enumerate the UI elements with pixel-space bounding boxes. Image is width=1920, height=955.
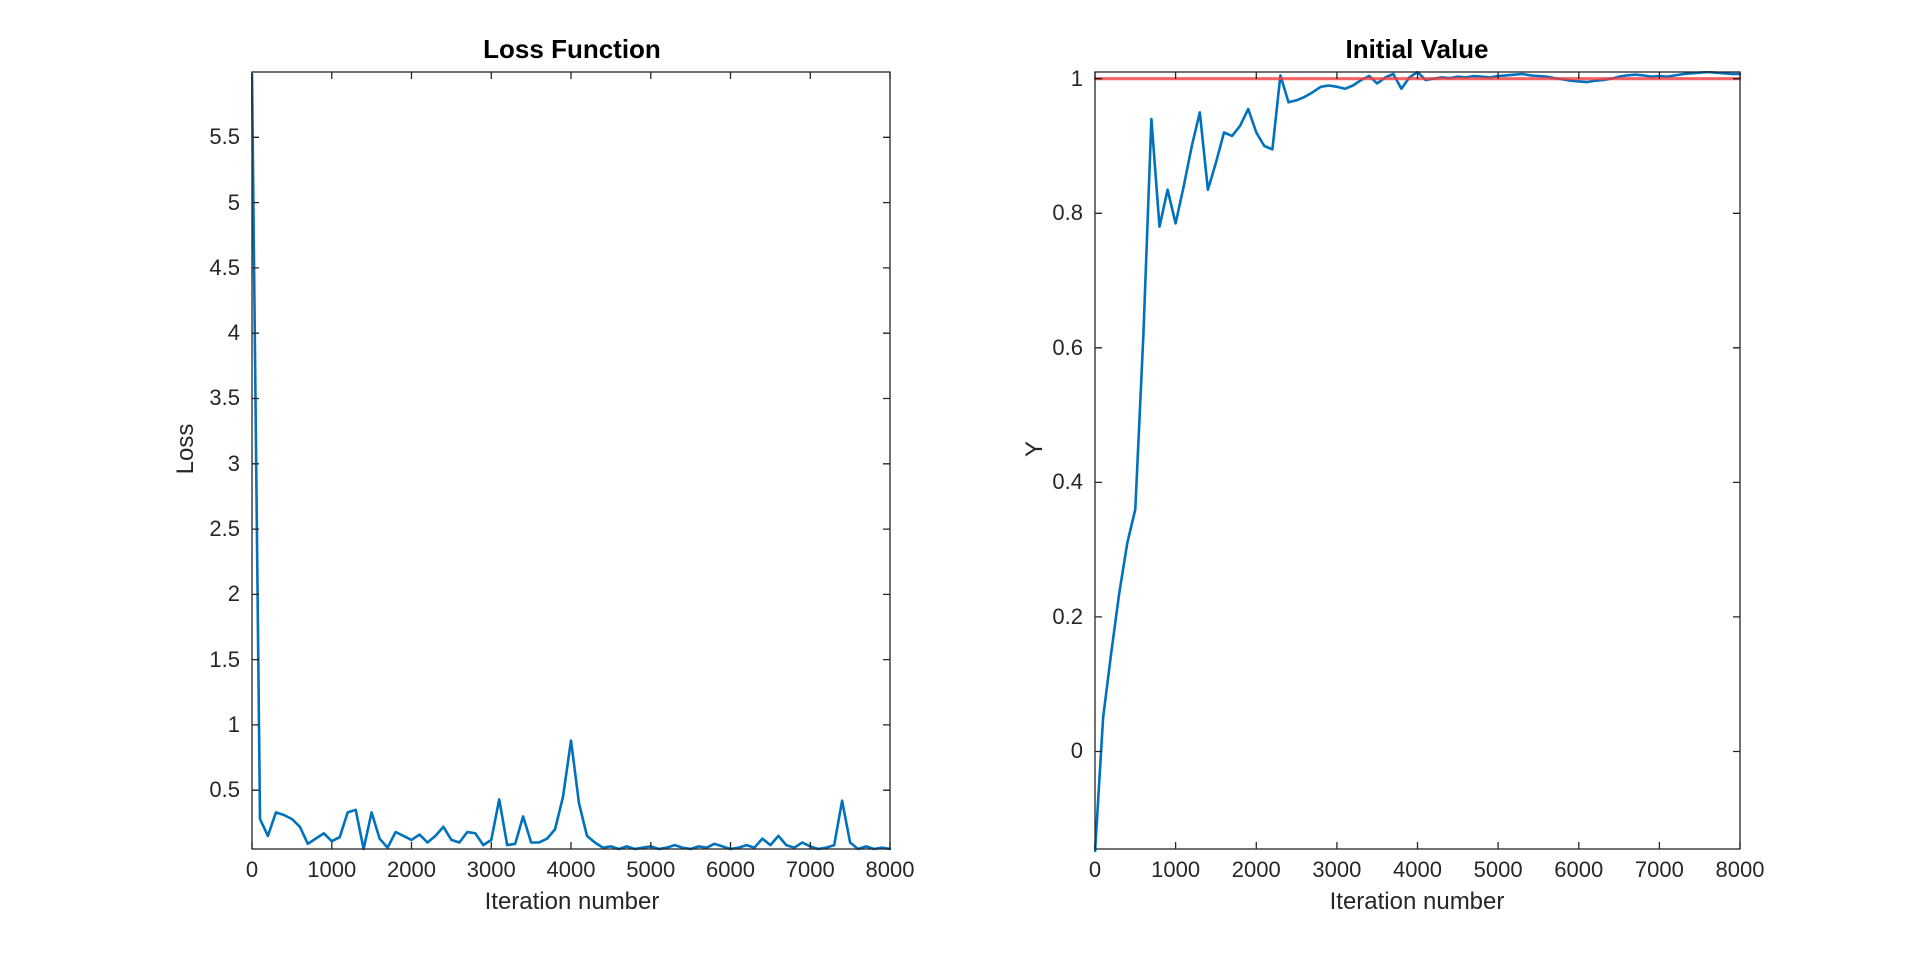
y-tick-label: 5.5 (209, 124, 240, 150)
tick-marks (251, 72, 891, 849)
left-xaxis-label: Iteration number (484, 888, 660, 915)
y-tick-label: 4.5 (209, 254, 240, 280)
x-tick-label: 1000 (307, 857, 357, 882)
x-tick-label: 0 (1088, 857, 1102, 882)
x-tick-label: 4000 (1393, 857, 1442, 882)
right-xaxis-label: Iteration number (1329, 888, 1505, 915)
x-tick-label: 1000 (1151, 857, 1201, 882)
axes-box (1094, 71, 1741, 850)
x-tick-label: 2000 (387, 857, 436, 882)
y-tick-label: 3 (227, 450, 240, 476)
loss-curve (251, 73, 891, 851)
y-tick-label: 3.5 (209, 385, 240, 411)
tick-marks (1094, 72, 1741, 849)
y-tick-label: 1 (1070, 65, 1083, 91)
x-tick-label: 5000 (1473, 857, 1523, 882)
x-tick-label: 3000 (466, 857, 516, 882)
y-tick-label: 0.6 (1052, 334, 1083, 360)
x-tick-label: 3000 (1312, 857, 1362, 882)
y-tick-label: 0.8 (1052, 200, 1083, 226)
Y-curve (1094, 71, 1741, 852)
y-tick-label: 1.5 (209, 646, 240, 672)
x-tick-label: 7000 (785, 857, 835, 882)
x-tick-label: 8000 (865, 857, 915, 882)
x-tick-label: 4000 (546, 857, 596, 882)
x-tick-label: 5000 (626, 857, 676, 882)
x-tick-label: 8000 (1715, 857, 1765, 882)
y-tick-label: 4 (227, 320, 240, 346)
x-tick-label: 7000 (1634, 857, 1684, 882)
y-tick-label: 0.5 (209, 777, 240, 803)
y-tick-label: 2 (227, 581, 240, 607)
y-tick-label: 1 (227, 711, 240, 737)
x-tick-label: 2000 (1231, 857, 1281, 882)
y-tick-label: 0.2 (1052, 603, 1083, 629)
y-tick-label: 5 (227, 189, 240, 215)
y-tick-label: 0.4 (1052, 469, 1083, 495)
x-tick-label: 6000 (706, 857, 755, 882)
y-tick-label: 0 (1070, 738, 1083, 764)
x-tick-label: 0 (245, 857, 259, 882)
right-plot-title: Initial Value (1345, 34, 1489, 64)
right-yaxis-label: Y (1021, 441, 1048, 458)
x-tick-label: 6000 (1554, 857, 1604, 882)
axes-box (251, 71, 891, 850)
left-plot-title: Loss Function (483, 34, 661, 64)
y-tick-label: 2.5 (209, 516, 240, 542)
